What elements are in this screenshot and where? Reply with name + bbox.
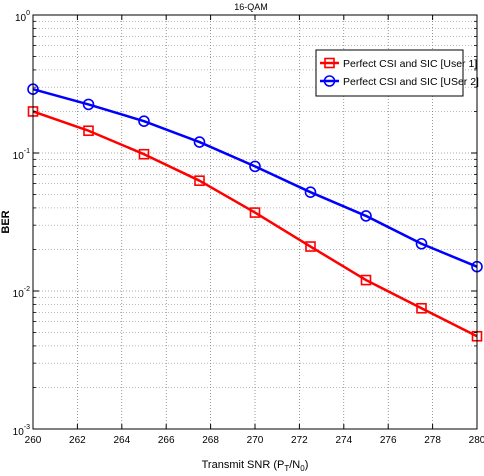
- x-tick-label: 268: [202, 435, 219, 446]
- series-2: [27, 83, 483, 273]
- data-point-marker: [304, 186, 317, 198]
- x-axis-ticks: 260 262 264 266 268 270 272 274 276 278 280: [25, 15, 484, 446]
- data-point-marker: [138, 115, 150, 127]
- data-point-marker: [83, 125, 94, 137]
- x-tick-label: 262: [69, 435, 86, 446]
- data-point-marker: [360, 274, 372, 286]
- chart-title: 16-QAM: [234, 2, 268, 12]
- data-point-marker: [415, 237, 428, 250]
- data-point-marker: [360, 210, 372, 222]
- y-tick-label: 10-2: [13, 286, 30, 300]
- x-axis-label: Transmit SNR (PT/N0): [202, 459, 309, 473]
- y-tick-label: 10-3: [13, 424, 30, 438]
- legend-marker: [323, 75, 336, 87]
- legend-entry: Perfect CSI and SIC [USer 2]: [320, 75, 479, 88]
- x-tick-label: 272: [291, 435, 308, 446]
- legend-marker: [324, 57, 335, 69]
- legend-entry: Perfect CSI and SIC [User 1]: [320, 57, 477, 70]
- legend-label: Perfect CSI and SIC [USer 2]: [343, 76, 479, 88]
- legend: Perfect CSI and SIC [User 1] Perfect CSI …: [315, 49, 479, 97]
- y-axis-label: BER: [0, 210, 12, 233]
- data-point-marker: [193, 136, 206, 148]
- series-line: [32, 110, 478, 338]
- x-tick-label: 274: [335, 435, 352, 446]
- series-1: [27, 106, 483, 342]
- y-tick-label: 10-1: [13, 148, 30, 162]
- grid-lines: [32, 15, 478, 429]
- data-point-marker: [416, 302, 427, 314]
- data-point-marker: [249, 160, 261, 173]
- x-tick-label: 266: [158, 435, 175, 446]
- x-tick-label: 278: [424, 435, 441, 446]
- data-point-marker: [249, 207, 261, 218]
- series-layer: [27, 83, 483, 342]
- x-tick-label: 276: [380, 435, 397, 446]
- y-tick-label: 100: [15, 10, 30, 24]
- legend-label: Perfect CSI and SIC [User 1]: [343, 58, 477, 70]
- x-tick-label: 264: [113, 435, 130, 446]
- x-tick-label: 260: [25, 435, 42, 446]
- data-point-marker: [138, 148, 150, 160]
- x-tick-label: 280: [469, 435, 484, 446]
- x-tick-label: 270: [247, 435, 264, 446]
- data-point-marker: [305, 241, 316, 252]
- series-line: [32, 87, 478, 268]
- y-axis-ticks: 100 10-1 10-2 10-3: [13, 10, 477, 438]
- legend-box: [315, 49, 464, 97]
- data-point-marker: [82, 98, 95, 111]
- data-point-marker: [194, 175, 205, 186]
